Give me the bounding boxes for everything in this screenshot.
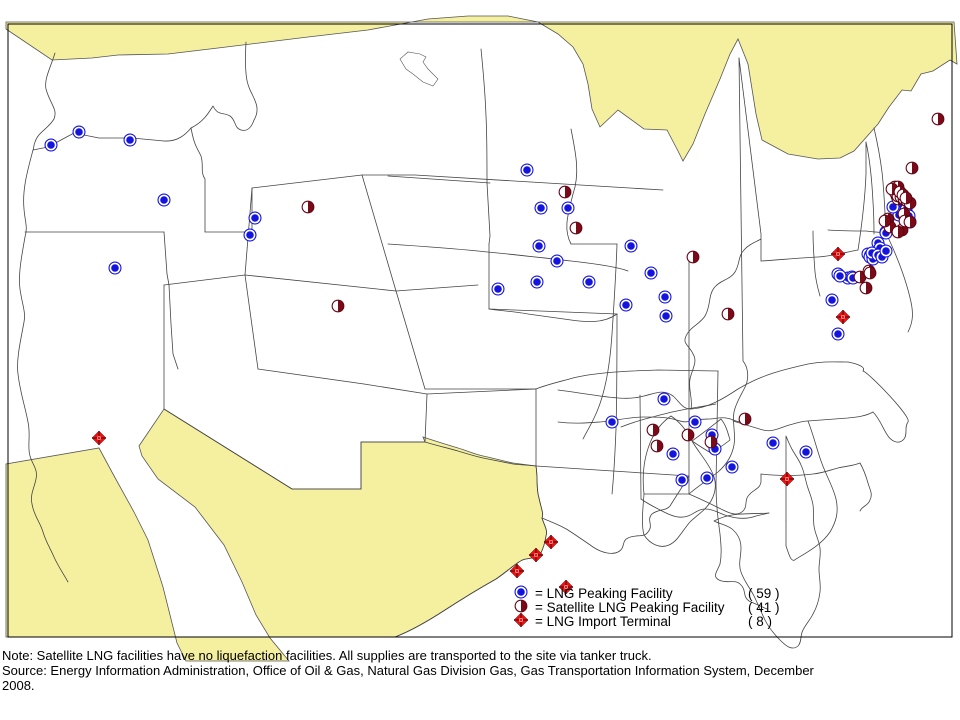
svg-text:( 59 ): ( 59 ) xyxy=(748,586,780,601)
svg-text:= LNG Peaking Facility: = LNG Peaking Facility xyxy=(535,586,673,601)
svg-text:= LNG Import Terminal: = LNG Import Terminal xyxy=(535,614,671,629)
svg-text:= Satellite LNG Peaking Facili: = Satellite LNG Peaking Facility xyxy=(535,600,725,615)
svg-text:( 8 ): ( 8 ) xyxy=(748,614,772,629)
svg-text:( 41 ): ( 41 ) xyxy=(748,600,780,615)
